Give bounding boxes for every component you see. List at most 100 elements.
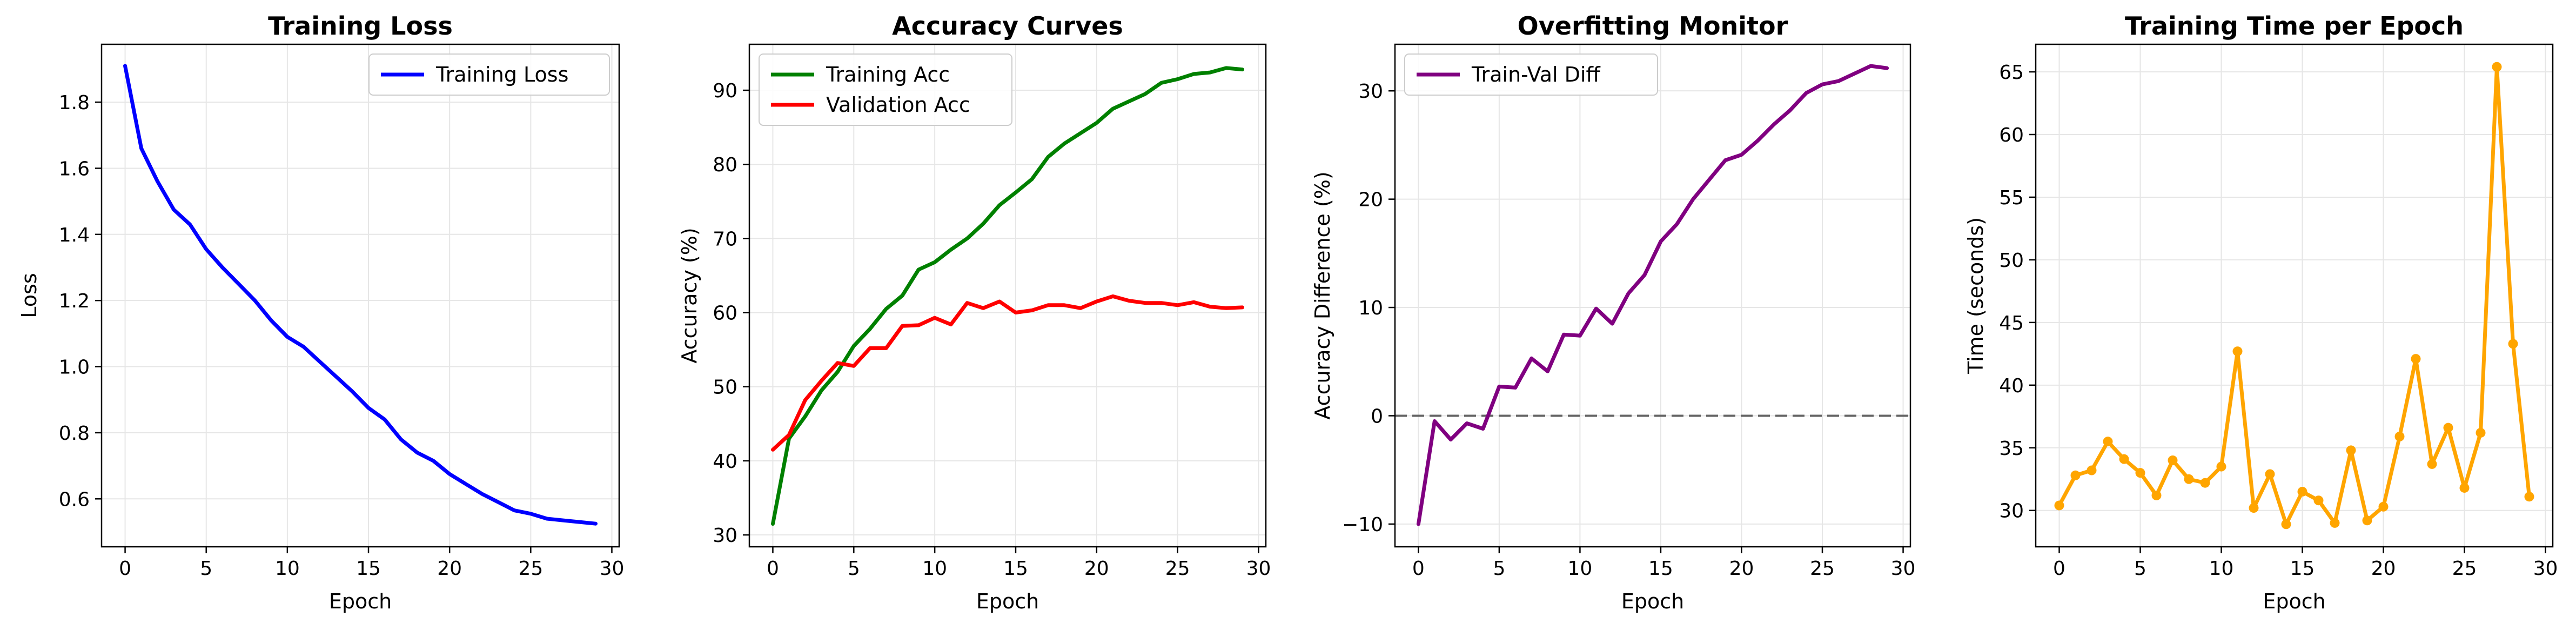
y-tick-label: 40	[1999, 375, 2024, 397]
data-point	[2103, 437, 2113, 447]
plot-frame	[748, 43, 1267, 548]
data-point	[2087, 465, 2097, 475]
x-tick-label: 0	[1412, 558, 1425, 580]
legend: Training Loss	[368, 53, 610, 96]
y-axis-label: Accuracy Difference (%)	[1311, 171, 1334, 419]
y-tick-label: 1.4	[59, 224, 90, 246]
y-tick-label: 30	[1358, 81, 1383, 103]
x-tick-label: 15	[2290, 558, 2315, 580]
legend-label: Training Loss	[435, 63, 568, 86]
legend-box	[759, 53, 1012, 126]
data-point	[2249, 503, 2259, 513]
x-tick-label: 25	[518, 558, 543, 580]
x-tick-label: 5	[1493, 558, 1505, 580]
y-tick-label: 65	[1999, 62, 2024, 84]
legend-label: Validation Acc	[826, 93, 970, 117]
data-point	[2524, 492, 2534, 502]
data-point	[2508, 339, 2518, 349]
plot-frame	[1394, 43, 1911, 548]
data-point	[2265, 469, 2275, 479]
chart-title: Training Time per Epoch	[2125, 11, 2464, 41]
y-tick-label: 0	[1371, 405, 1383, 427]
y-tick-label: 40	[713, 451, 737, 473]
x-tick-label: 10	[275, 558, 300, 580]
data-point	[2313, 495, 2324, 506]
x-tick-label: 0	[767, 558, 779, 580]
x-tick-label: 20	[437, 558, 462, 580]
y-tick-label: 60	[713, 303, 737, 325]
x-tick-label: 15	[356, 558, 381, 580]
y-tick-label: 0.8	[59, 423, 90, 445]
x-axis-label: Epoch	[329, 589, 392, 613]
x-tick-label: 25	[1165, 558, 1190, 580]
data-point	[2054, 500, 2064, 511]
x-tick-label: 20	[1084, 558, 1109, 580]
y-tick-label: 20	[1358, 189, 1383, 211]
data-point	[2297, 486, 2307, 497]
chart-panel-3: 0 5 10 15 20 25 30 −10 0 10 20 30 Overfitting Monito…	[1311, 11, 1915, 613]
series-line-1	[771, 66, 1244, 526]
y-tick-label: −10	[1342, 514, 1383, 536]
x-tick-label: 25	[1810, 558, 1835, 580]
y-tick-label: 70	[713, 228, 737, 250]
y-tick-label: 80	[713, 154, 737, 176]
chart-title: Training Loss	[268, 11, 453, 41]
chart-panel-4: 0 5 10 15 20 25 30 30 35 40 45 50 55 60 65 Training Tim…	[1964, 11, 2558, 613]
chart-title: Accuracy Curves	[892, 11, 1123, 41]
series-line-2	[771, 294, 1244, 452]
data-point	[2070, 470, 2081, 480]
y-tick-label: 0.6	[59, 488, 90, 511]
data-point	[2476, 427, 2486, 438]
x-tick-label: 15	[1003, 558, 1028, 580]
data-point	[2119, 454, 2129, 464]
data-point	[2411, 354, 2421, 364]
y-tick-label: 45	[1999, 312, 2024, 334]
y-tick-label: 50	[713, 377, 737, 399]
series-line-1	[123, 64, 598, 526]
legend-label: Training Acc	[826, 63, 950, 86]
y-tick-label: 90	[713, 80, 737, 102]
x-tick-label: 10	[922, 558, 947, 580]
data-point	[2232, 346, 2243, 357]
data-point	[2216, 461, 2226, 472]
x-tick-label: 0	[2053, 558, 2065, 580]
x-tick-label: 5	[200, 558, 212, 580]
y-axis-label: Time (seconds)	[1964, 217, 1988, 374]
data-point	[2394, 431, 2405, 441]
data-point	[2459, 482, 2470, 493]
legend-box	[1404, 53, 1658, 96]
x-tick-label: 20	[1729, 558, 1754, 580]
data-point	[2443, 423, 2453, 433]
x-tick-label: 30	[1891, 558, 1916, 580]
x-tick-label: 10	[1568, 558, 1593, 580]
y-tick-label: 55	[1999, 187, 2024, 209]
data-point	[2492, 62, 2502, 72]
x-axis-label: Epoch	[976, 589, 1039, 613]
y-tick-label: 30	[1999, 500, 2024, 522]
chart-panel-1: 0 5 10 15 20 25 30 0.6 0.8 1.0 1.2 1.4 1.6 1.8 Trainin…	[17, 11, 624, 613]
y-tick-label: 60	[1999, 124, 2024, 146]
legend: Train-Val Diff	[1404, 53, 1658, 96]
data-point	[2346, 445, 2356, 455]
x-tick-label: 30	[1246, 558, 1271, 580]
x-tick-label: 5	[848, 558, 860, 580]
y-tick-label: 1.8	[59, 92, 90, 114]
data-point	[2184, 474, 2194, 484]
y-tick-label: 1.6	[59, 158, 90, 180]
x-tick-label: 30	[2533, 558, 2558, 580]
x-tick-label: 20	[2371, 558, 2396, 580]
x-tick-label: 0	[119, 558, 131, 580]
data-point	[2427, 459, 2437, 469]
chart-panel-2: 0 5 10 15 20 25 30 30 40 50 60 70 80 90 Accuracy Curve…	[677, 11, 1271, 613]
data-point	[2168, 455, 2178, 465]
y-tick-label: 30	[713, 525, 737, 547]
y-axis-label: Accuracy (%)	[677, 227, 701, 363]
x-axis-label: Epoch	[2263, 589, 2325, 613]
x-axis-label: Epoch	[1621, 589, 1684, 613]
y-tick-label: 10	[1358, 297, 1383, 319]
data-point	[2378, 501, 2389, 512]
legend-box	[368, 53, 610, 96]
chart-title: Overfitting Monitor	[1518, 11, 1788, 41]
